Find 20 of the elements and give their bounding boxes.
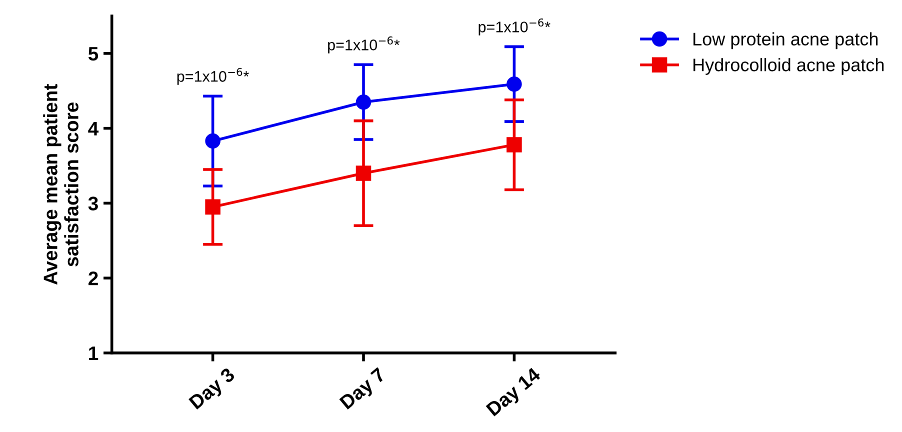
y-tick-label: 1 (89, 346, 98, 360)
legend-label: Hydrocolloid acne patch (694, 58, 884, 75)
y-tick-label: 5 (88, 47, 98, 61)
annotation: p=1x10$^{−6}$* (328, 36, 400, 54)
point (506, 76, 522, 92)
y-tick-label: 2 (88, 272, 98, 286)
x-tick-label: Day 14 (486, 366, 544, 420)
point (506, 137, 522, 152)
y-tick-label: 3 (88, 196, 98, 210)
annotation: p=1x10$^{−6}$* (177, 68, 249, 85)
y-axis-title: Average mean patient satisfaction score (43, 84, 78, 285)
x-tick-label: Day 7 (339, 367, 389, 413)
point (205, 199, 220, 215)
point (356, 166, 372, 181)
y-tick-label: 4 (88, 122, 99, 136)
point (356, 94, 372, 110)
annotation: p=1x10$^{−6}$* (478, 18, 550, 36)
legend-label: Low protein acne patch (694, 32, 878, 50)
point (205, 133, 220, 149)
x-tick-label: Day 3 (188, 366, 238, 413)
